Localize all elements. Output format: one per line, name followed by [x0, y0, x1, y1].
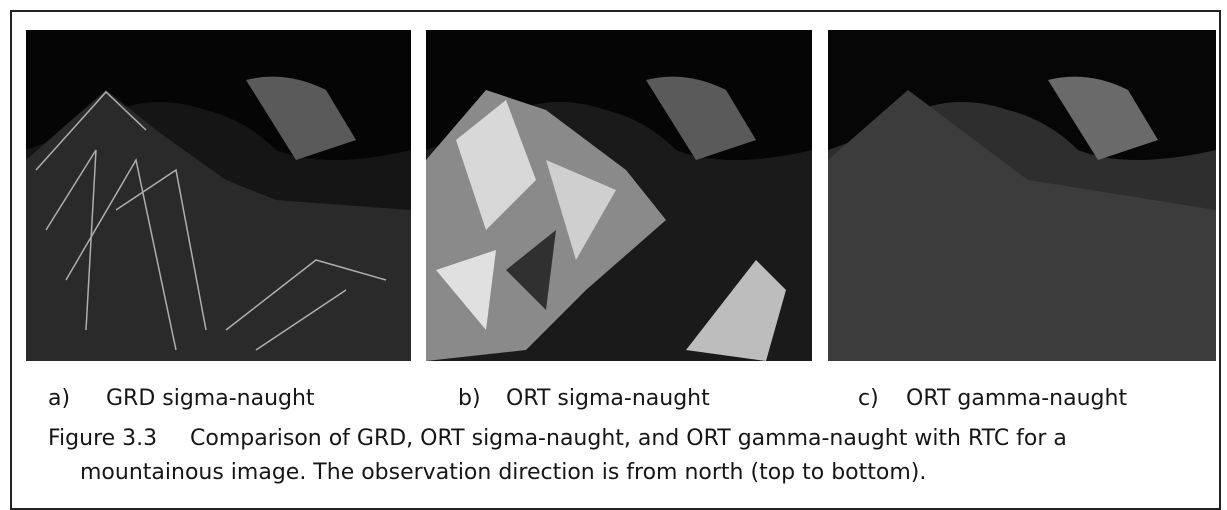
panel-caption: GRD sigma-naught: [106, 386, 315, 411]
figure-caption: Comparison of GRD, ORT sigma-naught, and…: [190, 426, 1067, 451]
sar-image-ort-sigma: [426, 30, 812, 361]
page: a) GRD sigma-naught b) ORT sigma-naught …: [0, 0, 1227, 491]
panel-caption: ORT gamma-naught: [906, 386, 1127, 411]
panel-label: b): [458, 386, 481, 411]
sar-image-grd: [26, 30, 411, 361]
panel-caption: ORT sigma-naught: [506, 386, 710, 411]
sar-image-ort-gamma: [828, 30, 1216, 361]
panel-label: a): [48, 386, 70, 411]
figure-number: Figure 3.3: [48, 426, 157, 451]
panel-label: c): [858, 386, 879, 411]
figure-caption: mountainous image. The observation direc…: [80, 460, 926, 485]
